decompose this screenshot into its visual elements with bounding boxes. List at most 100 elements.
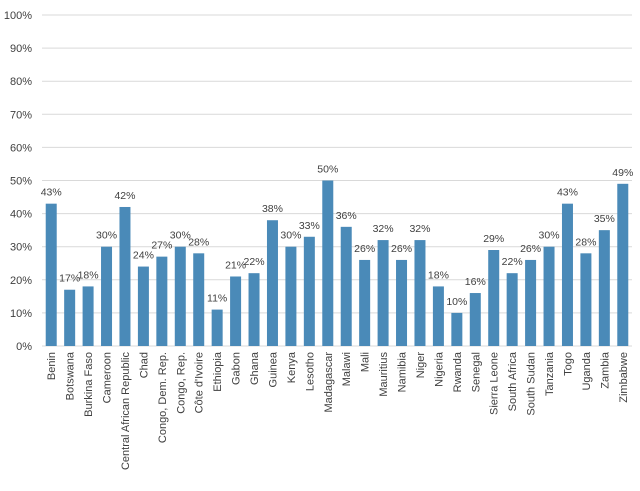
x-tick-label: Nigeria [433,351,445,387]
y-tick-label: 70% [10,109,32,121]
data-label: 30% [280,230,301,242]
data-label: 32% [373,223,394,235]
x-tick-label: Zimbabwe [618,352,630,403]
x-tick-label: Niger [415,352,427,379]
data-label: 29% [483,233,504,245]
x-tick-label: Malawi [341,352,353,386]
data-label: 36% [336,210,357,222]
data-label: 18% [428,269,449,281]
data-label: 30% [96,230,117,242]
data-label: 22% [244,256,265,268]
data-label: 38% [262,203,283,215]
bar [617,183,629,346]
data-label: 32% [409,223,430,235]
x-tick-label: Zambia [599,351,611,389]
x-tick-label: Senegal [470,352,482,392]
data-label: 17% [59,273,80,285]
x-tick-label: Rwanda [452,351,464,392]
bar [359,259,371,346]
bar [266,220,278,346]
bar [396,259,408,346]
y-tick-label: 50% [10,176,32,188]
x-tick-label: Togo [562,352,574,376]
data-label: 43% [41,187,62,199]
bar [174,246,186,346]
y-tick-label: 30% [10,242,32,254]
bar [432,286,444,346]
data-label: 16% [465,276,486,288]
x-tick-label: Central African Republic [120,352,132,471]
data-label: 35% [594,213,615,225]
x-tick-label: Botswana [65,351,77,400]
x-tick-label: Benin [46,352,58,380]
x-tick-label: Burkina Faso [83,352,95,417]
bar [303,236,315,346]
bar [119,206,131,346]
data-label: 50% [317,164,338,176]
bar [156,256,168,346]
x-tick-label: Côte d'Ivoire [194,352,206,413]
bar [469,293,481,346]
bar [248,273,260,346]
data-label: 49% [612,167,633,179]
y-tick-label: 60% [10,142,32,154]
y-tick-label: 40% [10,209,32,221]
x-tick-label: Tanzania [544,351,556,396]
x-tick-label: Lesotho [304,352,316,391]
data-label: 11% [207,293,227,305]
data-label: 26% [391,243,412,255]
x-tick-label: Uganda [581,351,593,390]
y-tick-label: 0% [16,341,32,353]
x-tick-label: South Sudan [526,352,538,416]
bar [82,286,94,346]
bar [137,266,149,346]
bar [561,203,573,346]
y-tick-label: 90% [10,43,32,55]
x-tick-label: Ghana [249,351,261,385]
x-tick-label: Kenya [286,351,298,383]
bar [322,180,334,346]
bar [285,246,297,346]
bar [580,253,592,346]
data-label: 28% [575,236,596,248]
x-tick-label: Cameroon [102,352,114,403]
x-tick-label: Congo, Rep. [175,352,187,414]
bar [64,289,76,346]
data-label: 26% [520,243,541,255]
data-label: 28% [188,236,209,248]
bar [543,246,555,346]
data-label: 30% [170,230,191,242]
data-label: 27% [151,240,172,252]
bar [211,309,223,346]
data-label: 24% [133,250,154,262]
x-tick-label: Congo, Dem. Rep. [157,352,169,443]
bar [506,273,518,346]
x-tick-label: Sierra Leone [489,352,501,415]
bar [451,312,463,346]
bar [101,246,113,346]
data-label: 43% [557,187,578,199]
data-label: 30% [539,230,560,242]
x-tick-label: Mauritius [378,352,390,397]
data-label: 26% [354,243,375,255]
x-tick-label: Mali [360,352,372,372]
bar [377,240,389,346]
x-tick-label: Chad [138,352,150,378]
data-label: 21% [225,259,246,271]
data-label: 22% [502,256,523,268]
bar [598,230,610,346]
y-tick-label: 10% [10,308,32,320]
bar [525,259,537,346]
bar [488,250,500,346]
bar [230,276,242,346]
data-label: 10% [446,296,467,308]
data-label: 42% [114,190,135,202]
data-label: 18% [78,269,99,281]
x-tick-label: Gabon [231,352,243,385]
y-tick-label: 100% [4,10,32,22]
x-tick-label: Madagascar [323,352,335,413]
x-tick-label: Namibia [397,351,409,392]
bar [340,226,352,346]
x-tick-label: South Africa [507,351,519,411]
